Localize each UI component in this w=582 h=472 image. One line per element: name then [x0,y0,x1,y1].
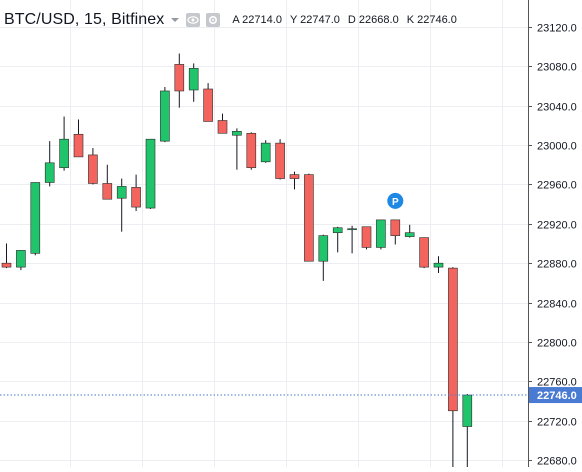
axis-tick-label: 23000.0 [537,141,577,153]
candles-layer [1,53,473,472]
candle[interactable] [174,53,185,108]
candle[interactable] [30,182,41,256]
candle[interactable] [160,87,170,143]
axis-tick-label: 22760.0 [537,377,577,389]
last-price-tag [529,387,582,404]
candle[interactable] [332,226,343,253]
axis-tick-label: 23120.0 [537,23,577,35]
chevron-down-icon[interactable] [170,15,180,25]
last-price-label: 22746.0 [537,390,577,402]
candle[interactable] [246,132,257,170]
candle-body-up [347,228,357,231]
grid-layer [0,0,528,467]
candle-body-up [376,219,386,248]
position-marker-circle [387,192,404,209]
candle-body-up [44,162,55,183]
candle[interactable] [116,178,127,232]
candle-body-down [289,174,300,179]
candle-body-down [304,174,314,262]
ohlc-open: A 22714.0 [232,14,282,26]
candle-body-down [275,142,285,179]
axis-tick-label: 23080.0 [537,62,577,74]
position-marker[interactable]: P [387,192,404,209]
candle[interactable] [232,128,242,170]
candle[interactable] [59,116,69,171]
ohlc-readout: A 22714.0 Y 22747.0 D 22668.0 K 22746.0 [232,14,456,26]
candle-body-down [102,183,113,200]
chart-header: BTC/USD, 15, Bitfinex A 22714.0 Y 22747.… [4,10,457,30]
position-marker-label: P [392,197,399,208]
candle[interactable] [376,219,386,250]
candle-body-down [246,132,257,169]
ohlc-low: D 22668.0 [347,14,399,26]
candle[interactable] [145,138,156,210]
candle-body-up [318,235,329,262]
candle[interactable] [44,141,55,187]
candle-body-down [1,262,12,268]
candle[interactable] [448,267,458,472]
candle-body-up [232,131,242,136]
symbol-title[interactable]: BTC/USD, 15, Bitfinex [4,11,165,28]
candle-body-up [145,138,156,209]
candle[interactable] [131,174,141,212]
candle[interactable] [404,224,415,238]
candle[interactable] [1,243,12,269]
candle[interactable] [304,173,314,262]
axis-tick-label: 22920.0 [537,220,577,232]
candle[interactable] [289,171,300,190]
candle-body-up [59,138,69,169]
axis-tick-label: 22800.0 [537,338,577,350]
gear-icon[interactable] [206,13,221,27]
axis-tick-label: 22960.0 [537,180,577,192]
candle-body-down [203,88,213,122]
candle[interactable] [275,139,285,180]
candle-body-up [16,250,26,268]
candle-body-down [361,226,372,248]
candle-body-up [116,186,127,199]
candle[interactable] [361,226,372,250]
ohlc-close: K 22746.0 [406,14,457,26]
candle-body-up [332,227,343,233]
candle[interactable] [16,250,26,271]
candle[interactable] [102,164,113,200]
axis-tick-label: 23040.0 [537,102,577,114]
candle[interactable] [88,148,98,185]
ohlc-high: Y 22747.0 [289,14,340,26]
candle-body-up [30,182,41,254]
eye-icon[interactable] [186,13,201,27]
candle[interactable] [203,83,213,122]
candle-body-down [174,64,185,92]
axis-tick-label: 22680.0 [537,456,577,468]
price-axis[interactable]: 23120.0 23080.0 23040.0 23000.0 22960.0 22920… [528,0,577,468]
candle[interactable] [433,256,444,274]
candle-body-down [131,187,141,208]
candle[interactable] [462,394,473,472]
candle-body-down [419,237,429,268]
candle-body-down [217,120,228,134]
candle-body-down [88,154,98,184]
candle-body-up [462,394,473,427]
candle-body-down [73,133,84,158]
candle-body-up [260,142,271,163]
candle-body-up [188,68,199,91]
candle[interactable] [318,234,329,281]
axis-tick-label: 22880.0 [537,259,577,271]
axis-tick-label: 22720.0 [537,417,577,429]
candle[interactable] [188,63,199,102]
candle[interactable] [390,219,401,245]
candle[interactable] [419,237,429,269]
candle-body-up [404,232,415,237]
axis-tick-label: 22840.0 [537,299,577,311]
candle-body-up [160,90,170,142]
candle[interactable] [347,225,357,254]
candle-body-up [433,262,444,268]
candle-body-down [390,219,401,236]
candle[interactable] [217,113,228,134]
candle[interactable] [73,119,84,158]
candle[interactable] [260,140,271,163]
candle-body-down [448,267,458,412]
overlay-layer: 22746.0 P [0,192,582,404]
